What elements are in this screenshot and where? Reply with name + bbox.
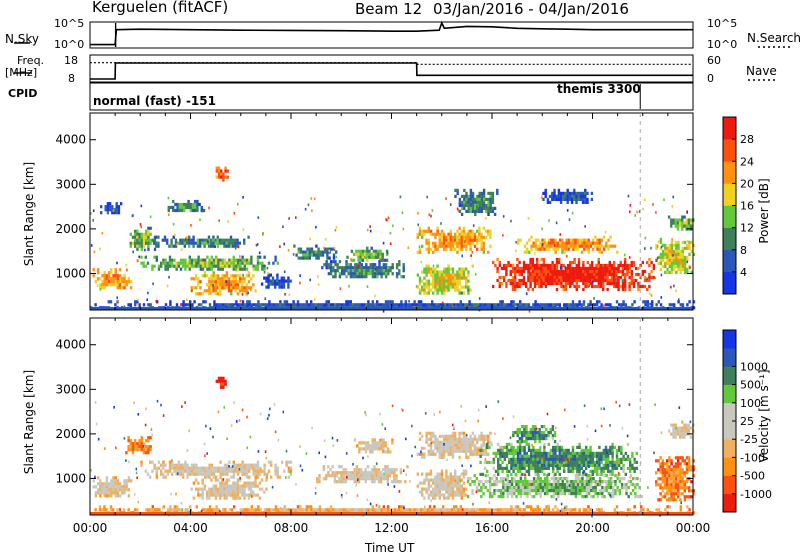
power-panel-ytick-label: 4000 [55,133,86,147]
power-colorbar-tick-label: 20 [740,177,754,190]
time-tick-label: 00:00 [73,521,108,535]
power-panel-ytick-label: 1000 [55,266,86,280]
velocity-colorbar-swatch [723,439,736,458]
power-panel: 1000 2000 3000 4000 [55,113,695,313]
power-colorbar-swatch [723,139,736,161]
power-colorbar-swatch [723,117,736,139]
power-colorbar-tick-label: 4 [740,266,747,279]
strip-frame-2 [90,83,693,110]
strip-frame-1 [90,55,693,82]
velocity-panel-background [90,318,693,515]
power-colorbar-tick-label: 28 [740,133,754,146]
time-tick-label: 20:00 [575,521,610,535]
power-colorbar-swatch [723,161,736,183]
power-colorbar-swatch [723,228,736,250]
time-tick-label: 04:00 [173,521,208,535]
power-colorbar-swatch [723,272,736,294]
power-colorbar-swatch [723,183,736,205]
power-colorbar-swatch [723,250,736,272]
power-colorbar-tick-label: 24 [740,155,754,168]
velocity-colorbar-swatch [723,494,736,513]
power-colorbar-tick-label: 12 [740,222,754,235]
velocity-colorbar-swatch [723,403,736,422]
velocity-colorbar-swatch [723,457,736,476]
time-tick-label: 16:00 [475,521,510,535]
velocity-colorbar-swatch [723,421,736,440]
power-panel-ytick-label: 3000 [55,177,86,191]
velocity-colorbar-tick-label: -1000 [740,488,772,501]
velocity-colorbar-swatch [723,366,736,385]
power-colorbar-tick-label: 8 [740,244,747,257]
time-tick-label: 12:00 [374,521,409,535]
velocity-colorbar-swatch [723,330,736,349]
time-tick-label: 08:00 [274,521,309,535]
velocity-colorbar-tick-label: -100 [740,451,765,464]
velocity-colorbar-tick-label: 500 [740,379,761,392]
power-colorbar: 4 8 12 16 20 24 28 [723,117,754,294]
time-tick-label: 00:00 [676,521,711,535]
power-colorbar-tick-label: 16 [740,200,754,213]
velocity-panel-ytick-label: 1000 [55,471,86,485]
velocity-panel-ytick-label: 3000 [55,382,86,396]
freq-line [90,63,693,79]
velocity-colorbar-tick-label: 100 [740,397,761,410]
velocity-colorbar-swatch [723,385,736,404]
velocity-colorbar-swatch [723,348,736,367]
velocity-colorbar-tick-label: -500 [740,470,765,483]
velocity-panel-ytick-label: 2000 [55,427,86,441]
velocity-colorbar-tick-label: 1000 [740,360,768,373]
velocity-colorbar: -1000 -500 -100 -25 25 100 500 1000 [723,330,772,512]
velocity-panel: 1000 2000 3000 4000 [55,318,695,518]
velocity-colorbar-tick-label: 25 [740,415,754,428]
velocity-panel-ytick-label: 4000 [55,338,86,352]
strip-frame-0 [90,22,693,48]
power-colorbar-swatch [723,206,736,228]
velocity-colorbar-swatch [723,476,736,495]
nsky-line [90,23,693,45]
time-axis: 00:00 04:00 08:00 12:00 16:00 20:00 00:00 [73,521,711,535]
power-panel-ytick-label: 2000 [55,222,86,236]
velocity-colorbar-tick-label: -25 [740,433,758,446]
